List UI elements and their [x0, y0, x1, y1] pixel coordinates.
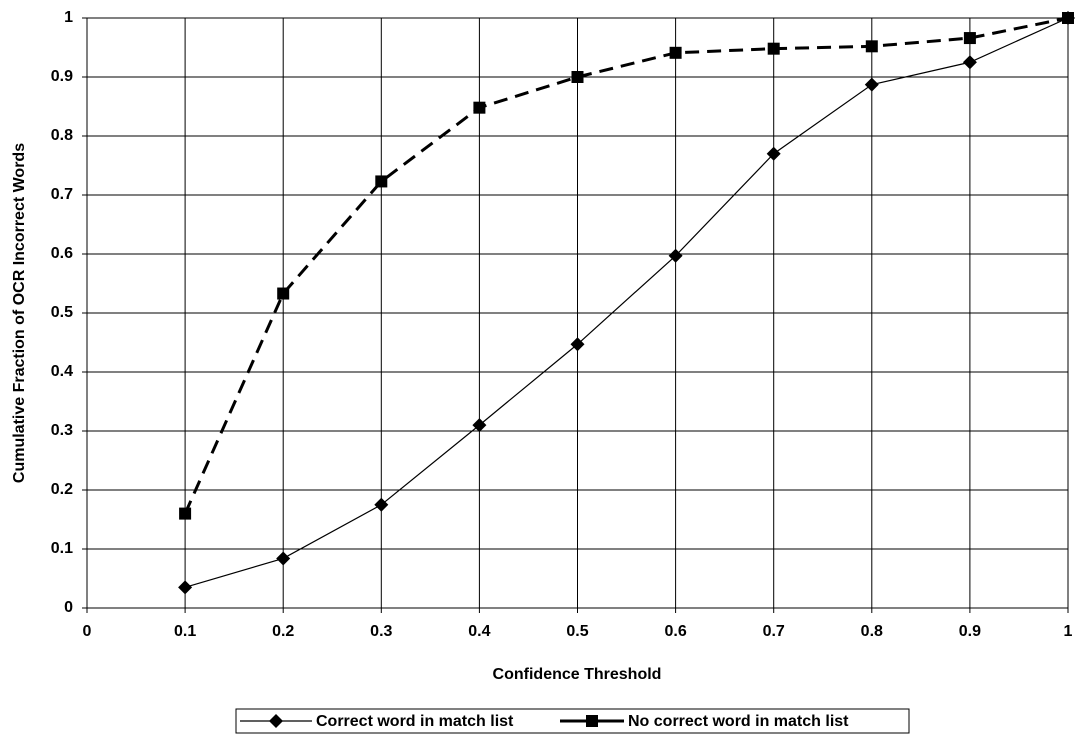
- marker: [374, 497, 389, 512]
- y-tick-label: 0.6: [51, 245, 73, 262]
- legend-label: No correct word in match list: [628, 713, 849, 730]
- y-tick-label: 0.1: [51, 540, 73, 557]
- y-tick-label: 0.4: [51, 363, 73, 380]
- marker: [1062, 12, 1074, 24]
- y-tick-label: 0.7: [51, 186, 73, 203]
- marker: [865, 40, 878, 53]
- series-line: [183, 16, 1069, 515]
- x-tick-label: 0.3: [370, 623, 392, 640]
- marker: [473, 101, 486, 114]
- x-tick-label: 1: [1064, 623, 1073, 640]
- x-tick-label: 0: [83, 623, 92, 640]
- marker: [767, 42, 780, 55]
- marker: [668, 248, 683, 263]
- y-tick-label: 0.9: [51, 68, 73, 85]
- marker: [669, 46, 682, 59]
- x-tick-label: 0.5: [566, 623, 588, 640]
- y-tick-label: 0.8: [51, 127, 73, 144]
- marker: [570, 337, 585, 352]
- y-tick-label: 0.2: [51, 481, 73, 498]
- marker: [864, 77, 879, 92]
- marker: [179, 507, 192, 520]
- marker: [276, 551, 291, 566]
- x-tick-label: 0.6: [664, 623, 686, 640]
- legend-label: Correct word in match list: [316, 713, 514, 730]
- x-tick-label: 0.8: [861, 623, 883, 640]
- y-tick-label: 1: [64, 9, 73, 26]
- marker: [178, 580, 193, 595]
- marker: [586, 715, 598, 727]
- marker: [571, 71, 584, 83]
- x-tick-label: 0.9: [959, 623, 981, 640]
- marker: [766, 146, 781, 161]
- y-axis-title: Cumulative Fraction of OCR Incorrect Wor…: [11, 143, 28, 483]
- marker: [375, 175, 388, 188]
- marker: [963, 32, 976, 45]
- plot-frame: [86, 17, 1069, 609]
- x-axis-title: Confidence Threshold: [493, 666, 662, 683]
- marker: [962, 55, 977, 70]
- x-tick-label: 0.1: [174, 623, 196, 640]
- marker: [269, 714, 283, 728]
- marker: [277, 287, 290, 300]
- series-line: [184, 17, 1069, 588]
- x-tick-label: 0.2: [272, 623, 294, 640]
- y-tick-label: 0: [64, 599, 73, 616]
- legend-box: [235, 708, 910, 734]
- x-tick-label: 0.7: [763, 623, 785, 640]
- y-tick-label: 0.3: [51, 422, 73, 439]
- marker: [472, 418, 487, 433]
- y-tick-label: 0.5: [51, 304, 73, 321]
- x-tick-label: 0.4: [468, 623, 490, 640]
